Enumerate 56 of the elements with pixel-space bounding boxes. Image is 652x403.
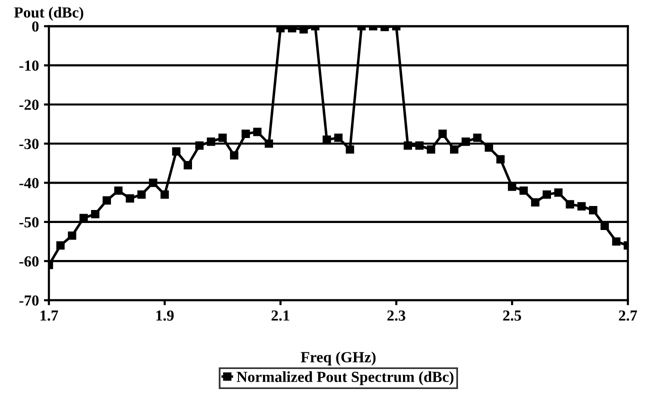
point [102, 196, 111, 205]
y-tick-label: -20 [19, 100, 39, 110]
point [404, 141, 412, 150]
point [218, 134, 227, 142]
point [508, 182, 516, 191]
point [253, 128, 262, 136]
point [588, 206, 598, 214]
point [172, 147, 180, 156]
point [531, 198, 540, 207]
point [496, 155, 505, 164]
point [519, 186, 528, 195]
point [184, 161, 192, 170]
x-tick-label: 2.7 [618, 310, 638, 321]
point [426, 145, 436, 154]
point [438, 130, 447, 138]
point [462, 138, 470, 146]
x-tick-label: 2.3 [387, 310, 406, 321]
point [299, 26, 308, 34]
point [160, 190, 169, 199]
point [137, 190, 146, 199]
point [68, 231, 76, 240]
x-tick-label: 2.1 [272, 310, 290, 321]
x-tick-label: 2.5 [503, 310, 522, 321]
y-tick-label: -30 [19, 138, 39, 150]
x-tick-label: 1.7 [40, 310, 58, 321]
point [554, 188, 563, 197]
point [473, 134, 482, 142]
point [126, 194, 134, 203]
point [195, 141, 204, 150]
point [91, 210, 100, 218]
legend-label: Normalized Pout Spectrum (dBc) [236, 371, 454, 386]
point [577, 202, 586, 210]
point [450, 145, 458, 154]
point [612, 237, 620, 246]
y-tick-label: -50 [19, 217, 39, 228]
point [114, 186, 123, 195]
point [264, 139, 274, 148]
point [230, 151, 238, 160]
y-tick-label: -10 [19, 60, 39, 71]
point [56, 241, 65, 250]
y-tick-label: -40 [19, 178, 39, 188]
x-tick-label: 1.9 [156, 310, 174, 321]
point [542, 190, 551, 199]
point [334, 134, 343, 142]
point [242, 130, 250, 138]
point [322, 136, 331, 144]
point [206, 138, 216, 146]
point [148, 178, 158, 187]
y-tick-label: -70 [19, 295, 39, 306]
y-tick-label: -60 [19, 256, 39, 267]
point [415, 141, 424, 150]
x-axis-title: Freq (GHz) [300, 352, 376, 366]
point [566, 200, 574, 208]
y-tick-label: 0 [32, 21, 39, 32]
y-axis-title: Pout (dBc) [14, 6, 84, 21]
point [346, 145, 354, 154]
